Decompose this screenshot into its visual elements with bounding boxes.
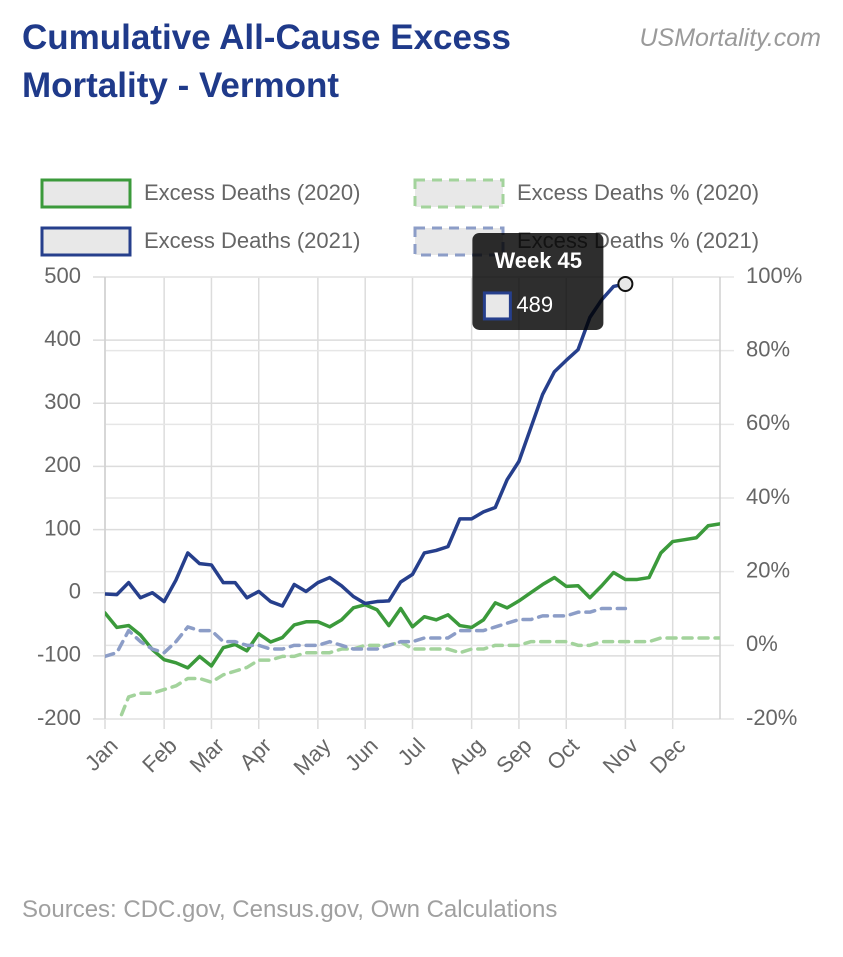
legend-swatch: [40, 178, 132, 209]
watermark: USMortality.com: [639, 24, 821, 52]
plot-area: [105, 282, 720, 719]
x-tick-label: May: [288, 733, 335, 780]
legend-label: Excess Deaths (2021): [144, 228, 360, 253]
legend-label: Excess Deaths % (2020): [517, 180, 759, 205]
y-tick-label: 100: [44, 515, 81, 540]
x-tick-label: Jan: [80, 733, 123, 776]
x-tick-label: Mar: [185, 733, 229, 777]
tooltip-title: Week 45: [494, 248, 582, 273]
source-note: Sources: CDC.gov, Census.gov, Own Calcul…: [22, 896, 558, 923]
tooltip-swatch: [482, 291, 512, 321]
legend-swatch: [40, 226, 132, 257]
hover-point: [617, 275, 634, 292]
legend-swatch: [413, 178, 505, 209]
chart-title: Cumulative All-Cause Excess Mortality - …: [22, 18, 511, 105]
x-tick-label: Oct: [542, 733, 584, 775]
x-tick-label: Apr: [234, 733, 276, 775]
y-tick-label: 500: [44, 263, 81, 288]
x-tick-label: Dec: [645, 733, 690, 778]
x-tick-label: Aug: [444, 733, 489, 778]
x-tick-label: Sep: [491, 733, 536, 778]
y2-tick-label: 80%: [746, 336, 790, 361]
y-tick-label: 300: [44, 389, 81, 414]
y2-tick-label: 40%: [746, 484, 790, 509]
y2-tick-label: -20%: [746, 705, 797, 730]
series-line: [105, 522, 720, 670]
series-line: [117, 636, 720, 719]
x-tick-label: Feb: [137, 733, 181, 777]
y2-tick-label: 60%: [746, 410, 790, 435]
y-tick-label: 0: [69, 579, 81, 604]
y-tick-label: 400: [44, 326, 81, 351]
x-tick-label: Jun: [340, 733, 383, 776]
x-tick-label: Nov: [598, 733, 643, 778]
tooltip-value: 489: [516, 292, 553, 317]
series-line: [105, 282, 628, 608]
series-line: [105, 606, 628, 659]
y-tick-label: -100: [37, 642, 81, 667]
legend-label: Excess Deaths (2020): [144, 180, 360, 205]
y-tick-label: 200: [44, 452, 81, 477]
y-tick-label: -200: [37, 705, 81, 730]
x-tick-label: Jul: [393, 733, 431, 771]
y2-tick-label: 20%: [746, 557, 790, 582]
y2-tick-label: 0%: [746, 631, 778, 656]
y2-tick-label: 100%: [746, 263, 802, 288]
